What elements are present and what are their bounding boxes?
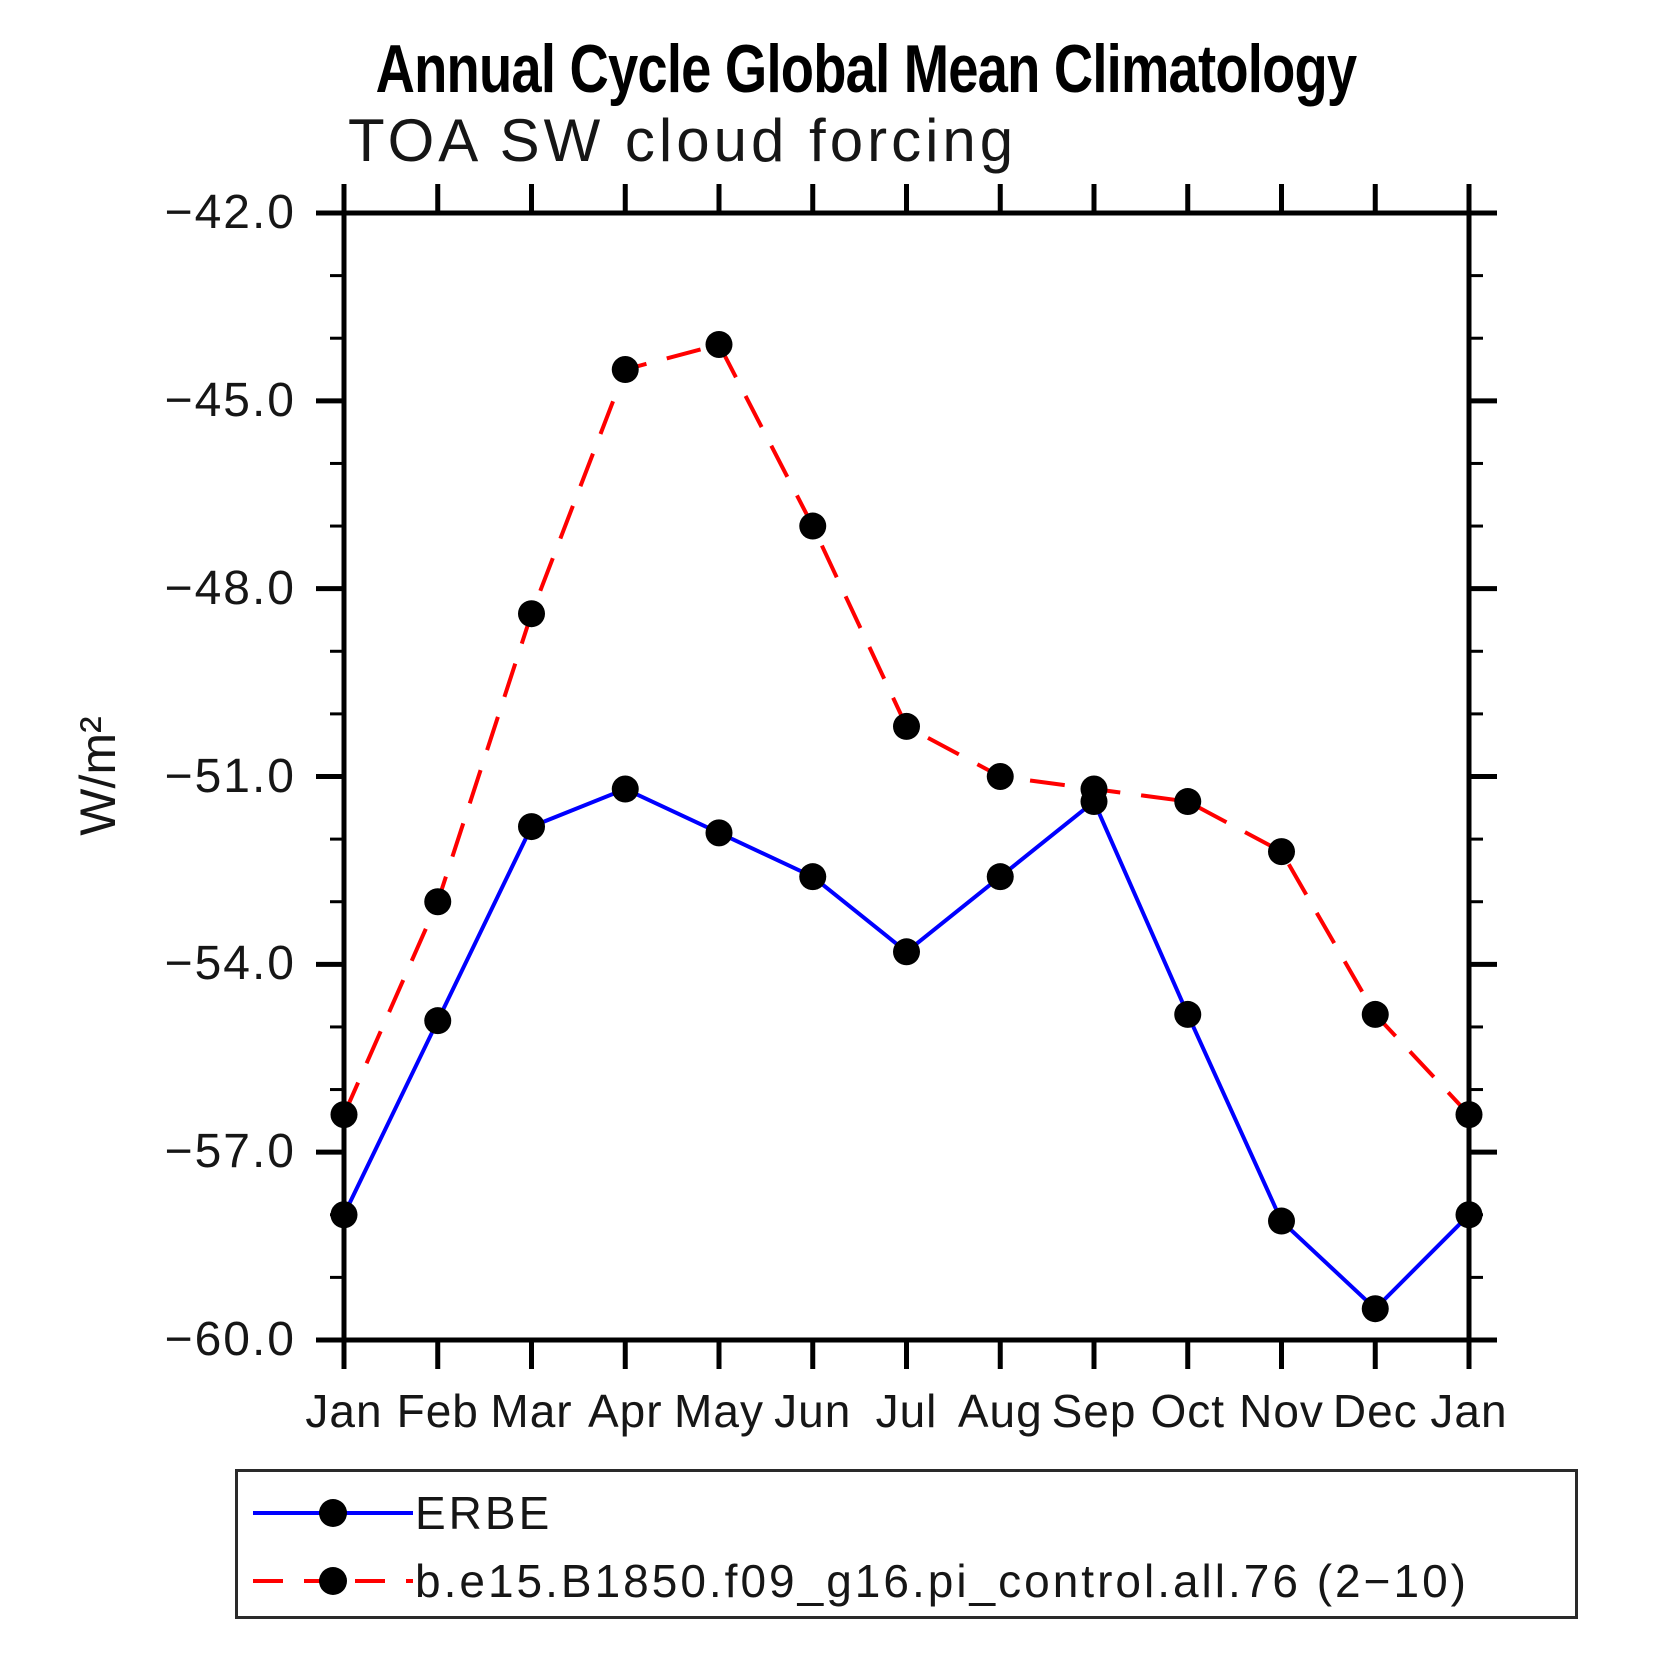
y-tick-label: −48.0 [164, 561, 296, 615]
x-tick-label: Mar [490, 1385, 573, 1437]
legend-label-model: b.e15.B1850.f09_g16.pi_control.all.76 (2… [415, 1555, 1469, 1607]
data-point-model [1455, 1101, 1483, 1129]
data-point-erbe [799, 863, 827, 891]
data-point-model [611, 356, 639, 384]
data-point-model [705, 330, 733, 358]
chart-title: Annual Cycle Global Mean Climatology [375, 31, 1358, 107]
data-point-model [330, 1101, 358, 1129]
x-tick-label: Aug [957, 1385, 1043, 1437]
y-tick-label: −60.0 [164, 1313, 296, 1366]
x-tick-label: Feb [396, 1385, 479, 1437]
data-point-erbe [424, 1007, 452, 1035]
data-point-model [518, 600, 545, 628]
x-tick-label: Oct [1150, 1385, 1226, 1437]
y-tick-label: −57.0 [164, 1125, 296, 1179]
x-tick-label: Apr [587, 1385, 663, 1437]
legend-entry-model: b.e15.B1850.f09_g16.pi_control.all.76 (2… [245, 1555, 1469, 1607]
data-point-model [893, 712, 920, 740]
x-tick-label: Jul [875, 1385, 938, 1437]
data-point-erbe [893, 938, 920, 966]
data-point-erbe [611, 775, 639, 803]
data-point-erbe [330, 1201, 358, 1229]
legend-marker-icon [319, 1567, 347, 1595]
data-point-erbe [986, 863, 1014, 891]
x-tick-label: Jan [305, 1385, 383, 1437]
legend-box: ERBE b.e15.B1850.f09_g16.pi_control.all.… [235, 1469, 1578, 1619]
plot-frame [341, 210, 1472, 1343]
x-tick-label: Jan [1430, 1385, 1508, 1437]
data-point-model [1174, 788, 1202, 816]
y-tick-label: −45.0 [164, 373, 296, 427]
data-point-erbe [1361, 1295, 1389, 1323]
legend-line-sample-solid [253, 1499, 413, 1527]
data-point-model [986, 763, 1014, 790]
x-tick-label: Dec [1332, 1385, 1418, 1437]
data-point-erbe [1174, 1000, 1202, 1028]
legend-label-erbe: ERBE [415, 1487, 553, 1539]
data-point-erbe [705, 819, 733, 847]
y-tick-label: −51.0 [164, 749, 296, 803]
data-point-model [1361, 1000, 1389, 1028]
x-tick-label: Sep [1051, 1385, 1137, 1437]
chart-subtitle: TOA SW cloud forcing [348, 107, 1018, 174]
data-point-model [799, 512, 827, 540]
legend-line-sample-dashed [253, 1567, 413, 1595]
data-point-erbe [1268, 1207, 1295, 1235]
data-point-erbe [1455, 1201, 1483, 1229]
data-point-model [424, 888, 452, 916]
legend-marker-icon [319, 1499, 347, 1527]
x-tick-label: Nov [1239, 1385, 1324, 1437]
data-point-model [1268, 838, 1295, 866]
y-tick-label: −54.0 [164, 937, 296, 991]
data-point-model [1080, 775, 1108, 803]
legend-entry-erbe: ERBE [245, 1487, 552, 1539]
x-tick-label: May [674, 1385, 764, 1437]
y-tick-label: −42.0 [164, 186, 296, 239]
data-point-erbe [518, 813, 545, 841]
x-tick-label: Jun [774, 1385, 852, 1437]
series-line-erbe [342, 786, 1471, 1312]
